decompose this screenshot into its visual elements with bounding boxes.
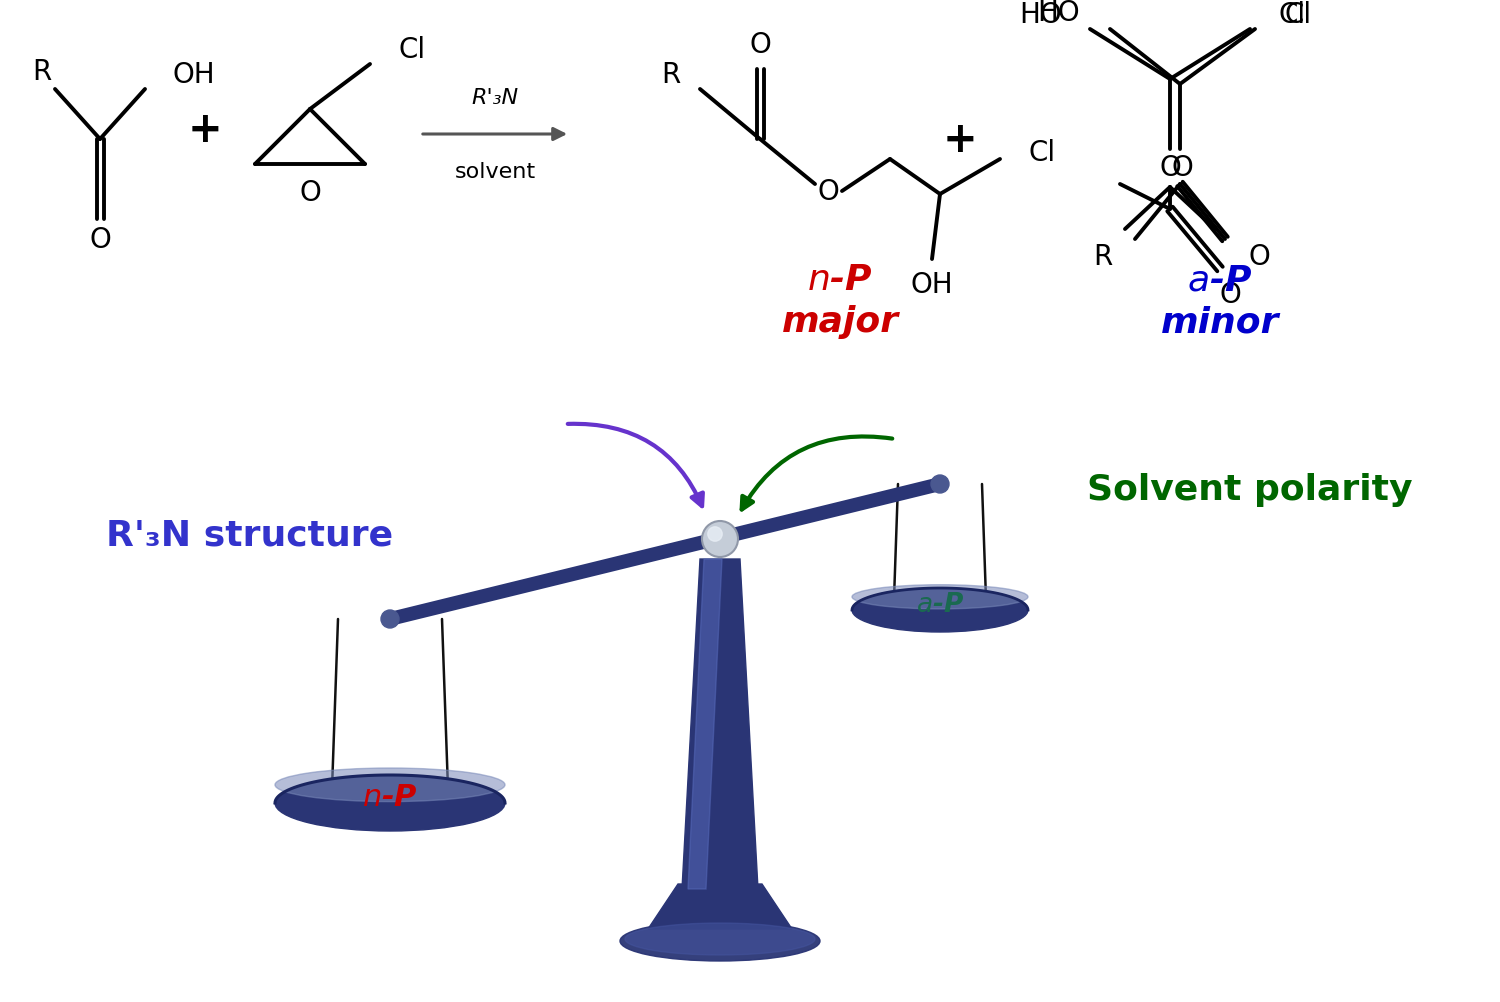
Text: Cl: Cl: [1278, 1, 1305, 29]
Text: Cl: Cl: [1286, 1, 1312, 29]
Text: Cl: Cl: [1028, 139, 1054, 167]
Text: $a$-P: $a$-P: [916, 591, 964, 617]
Text: O: O: [1172, 154, 1192, 181]
Text: OH: OH: [172, 61, 214, 89]
Text: O: O: [1220, 281, 1240, 309]
Polygon shape: [648, 884, 792, 929]
Polygon shape: [682, 559, 758, 889]
Circle shape: [702, 521, 738, 557]
Text: O: O: [1248, 242, 1269, 271]
Text: HO: HO: [1020, 1, 1062, 29]
Ellipse shape: [274, 776, 506, 832]
Text: $n$-P: $n$-P: [807, 263, 873, 297]
Text: O: O: [88, 225, 111, 254]
Text: OH: OH: [910, 271, 954, 299]
Text: HO: HO: [1038, 0, 1080, 27]
Text: +: +: [188, 109, 222, 151]
Ellipse shape: [852, 585, 1028, 609]
Text: O: O: [818, 177, 839, 205]
Text: O: O: [1160, 154, 1180, 181]
Text: minor: minor: [1161, 305, 1280, 339]
Text: solvent: solvent: [454, 162, 536, 181]
Text: +: +: [942, 119, 978, 161]
Circle shape: [932, 476, 950, 494]
Text: major: major: [782, 305, 898, 339]
Polygon shape: [688, 559, 722, 889]
Text: $n$-P: $n$-P: [362, 783, 419, 812]
Text: R'₃N: R'₃N: [471, 88, 519, 108]
Circle shape: [381, 610, 399, 628]
Ellipse shape: [274, 769, 506, 802]
Text: O: O: [748, 31, 771, 59]
Text: Solvent polarity: Solvent polarity: [1088, 473, 1413, 506]
Text: Cl: Cl: [398, 36, 424, 64]
Circle shape: [708, 527, 722, 542]
Text: $a$-P: $a$-P: [1188, 263, 1252, 297]
Ellipse shape: [626, 923, 815, 955]
Text: R: R: [660, 61, 680, 89]
Text: R: R: [33, 58, 51, 86]
Text: R: R: [1092, 242, 1112, 271]
Ellipse shape: [852, 588, 1028, 632]
Ellipse shape: [620, 921, 821, 961]
Text: R'₃N structure: R'₃N structure: [106, 517, 393, 551]
Text: O: O: [298, 178, 321, 206]
